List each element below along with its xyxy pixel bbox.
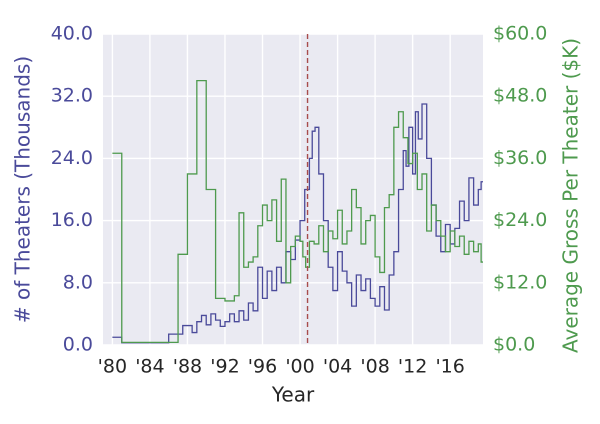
axis-layer: '80 '84 '88 '92 '96 '00 '04 '08 '12 '16 0.0 8.0 16.0…	[11, 23, 583, 407]
x-tick-label: '08	[360, 356, 389, 378]
x-tick-label: '84	[135, 356, 164, 378]
y-right-tick-label: $12.0	[493, 271, 547, 293]
y-right-tick-label: $48.0	[493, 85, 547, 107]
x-tick-label: '12	[398, 356, 427, 378]
grid-layer	[103, 33, 483, 346]
y-right-tick-label: $24.0	[493, 209, 547, 231]
x-tick-label: '80	[98, 356, 127, 378]
y-right-axis-title: Average Gross Per Theater ($K)	[559, 38, 583, 353]
y-left-tick-label: 32.0	[51, 85, 93, 107]
x-tick-label: '16	[435, 356, 464, 378]
x-axis-title: Year	[271, 383, 315, 407]
y-right-tick-label: $0.0	[493, 334, 535, 356]
y-right-tick-label: $60.0	[493, 23, 547, 45]
series-line-avg-gross	[112, 80, 483, 344]
plot-background	[103, 34, 483, 345]
y-left-tick-label: 40.0	[51, 23, 93, 45]
y-left-axis-title: # of Theaters (Thousands)	[11, 56, 35, 323]
y-right-tick-label: $36.0	[493, 147, 547, 169]
x-tick-label: '96	[248, 356, 277, 378]
x-tick-label: '92	[210, 356, 239, 378]
y-left-tick-label: 8.0	[63, 271, 93, 293]
x-tick-label: '00	[285, 356, 314, 378]
x-tick-label: '88	[173, 356, 202, 378]
y-left-tick-label: 0.0	[63, 334, 93, 356]
x-tick-label: '04	[323, 356, 352, 378]
y-left-tick-label: 24.0	[51, 147, 93, 169]
y-left-tick-label: 16.0	[51, 209, 93, 231]
series-line-theaters	[112, 103, 483, 344]
series-layer	[112, 80, 483, 344]
